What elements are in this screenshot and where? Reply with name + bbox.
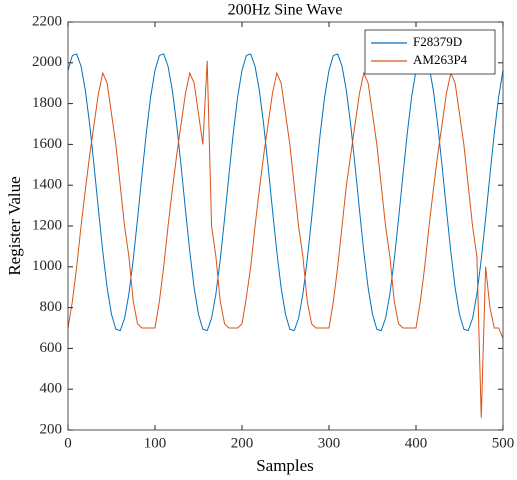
y-tick-label: 1800 (32, 95, 62, 111)
series-line (67, 60, 504, 418)
x-tick-label: 100 (144, 435, 167, 451)
x-tick-label: 300 (318, 435, 341, 451)
x-axis-label: Samples (256, 456, 314, 475)
x-tick-label: 0 (64, 435, 72, 451)
series-line (67, 53, 504, 332)
y-tick-label: 1400 (32, 177, 62, 193)
y-tick-label: 400 (40, 381, 63, 397)
y-tick-label: 2000 (32, 54, 62, 70)
x-tick-label: 500 (492, 435, 515, 451)
legend-label: F28379D (413, 34, 462, 49)
legend-box (364, 29, 496, 75)
legend-label: AM263P4 (413, 52, 468, 67)
y-tick-label: 1600 (32, 136, 62, 152)
y-tick-label: 1000 (32, 258, 62, 274)
y-tick-label: 200 (40, 421, 63, 437)
y-tick-label: 1200 (32, 217, 62, 233)
y-tick-label: 800 (40, 299, 63, 315)
x-tick-label: 400 (405, 435, 428, 451)
x-tick-label: 200 (231, 435, 254, 451)
plot-area (68, 22, 503, 430)
y-tick-label: 600 (40, 340, 63, 356)
y-axis-label: Register Value (5, 176, 24, 275)
y-tick-label: 2200 (32, 13, 62, 29)
chart-title: 200Hz Sine Wave (228, 2, 343, 19)
